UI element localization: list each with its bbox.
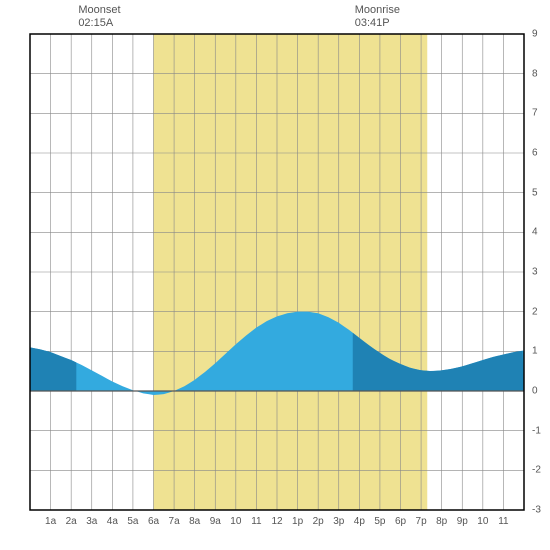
y-tick-label: 0 xyxy=(532,386,538,397)
x-tick-label: 1p xyxy=(292,516,303,527)
y-tick-label: 6 xyxy=(532,148,538,159)
x-tick-label: 10 xyxy=(477,516,488,527)
x-tick-label: 11 xyxy=(498,516,508,527)
x-tick-label: 8a xyxy=(189,516,200,527)
tide-chart: Moonset02:15A Moonrise03:41P 1a 2a 3a 4a 5a 6a 7… xyxy=(0,0,550,550)
x-tick-label: 12 xyxy=(271,516,282,527)
y-tick-label: 8 xyxy=(532,68,538,79)
x-tick-label: 6p xyxy=(395,516,406,527)
top-label-title: Moonrise xyxy=(355,4,400,16)
y-tick-label: -3 xyxy=(532,505,541,516)
x-tick-label: 4a xyxy=(107,516,118,527)
top-label-title: Moonset xyxy=(78,4,120,16)
y-tick-label: -1 xyxy=(532,425,541,436)
y-tick-label: 5 xyxy=(532,187,538,198)
x-tick-label: 6a xyxy=(148,516,159,527)
x-tick-label: 11 xyxy=(251,516,261,527)
y-tick-label: 7 xyxy=(532,108,538,119)
top-label-time: 02:15A xyxy=(78,17,113,29)
y-tick-label: 9 xyxy=(532,29,538,40)
x-tick-label: 7a xyxy=(169,516,180,527)
x-tick-label: 8p xyxy=(436,516,447,527)
x-tick-label: 3a xyxy=(86,516,97,527)
y-tick-label: 2 xyxy=(532,306,538,317)
x-tick-label: 9p xyxy=(457,516,468,527)
top-label-moonset: Moonset02:15A xyxy=(78,4,120,30)
x-tick-label: 5a xyxy=(127,516,138,527)
y-tick-label: -2 xyxy=(532,465,541,476)
x-tick-label: 1a xyxy=(45,516,56,527)
x-tick-label: 2a xyxy=(66,516,77,527)
y-tick-label: 3 xyxy=(532,267,538,278)
top-label-time: 03:41P xyxy=(355,17,390,29)
x-tick-label: 4p xyxy=(354,516,365,527)
chart-svg xyxy=(0,0,550,550)
x-tick-label: 7p xyxy=(416,516,427,527)
x-tick-label: 10 xyxy=(230,516,241,527)
y-tick-label: 1 xyxy=(532,346,538,357)
x-tick-label: 3p xyxy=(333,516,344,527)
x-tick-label: 9a xyxy=(210,516,221,527)
top-label-moonrise: Moonrise03:41P xyxy=(355,4,400,30)
x-tick-label: 5p xyxy=(374,516,385,527)
x-tick-label: 2p xyxy=(313,516,324,527)
y-tick-label: 4 xyxy=(532,227,538,238)
